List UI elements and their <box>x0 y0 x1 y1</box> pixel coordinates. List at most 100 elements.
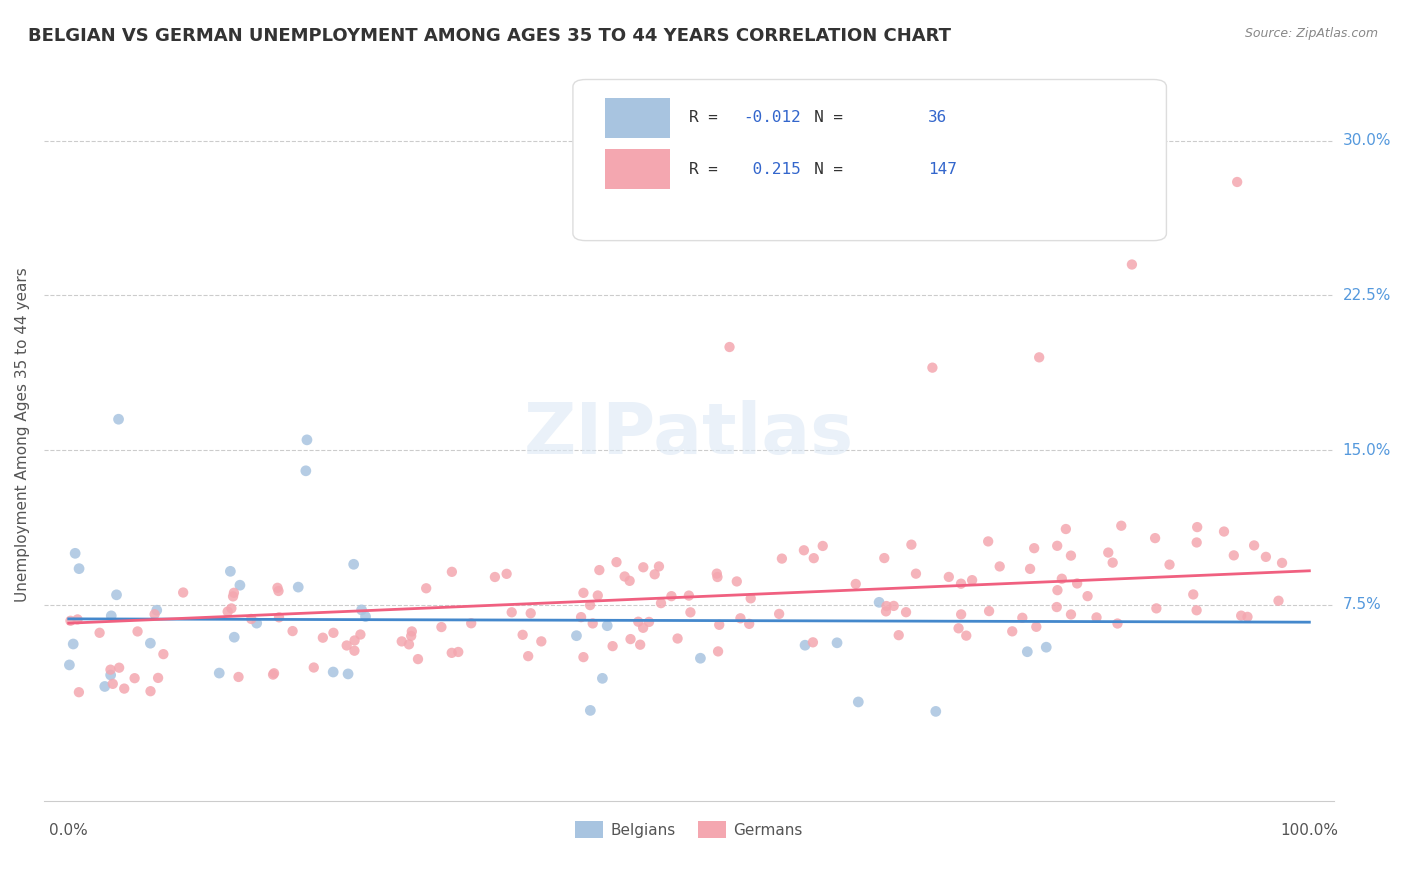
Point <box>661 589 683 603</box>
Point <box>794 638 817 652</box>
Point <box>406 652 429 666</box>
Point <box>876 599 898 613</box>
Point <box>1223 549 1246 563</box>
Y-axis label: Unemployment Among Ages 35 to 44 years: Unemployment Among Ages 35 to 44 years <box>15 268 30 602</box>
Text: 0.215: 0.215 <box>744 161 801 177</box>
Point <box>740 591 762 606</box>
Point <box>127 624 149 639</box>
Point <box>887 628 910 642</box>
Point <box>1271 556 1294 570</box>
Point <box>66 612 89 626</box>
Point <box>1024 541 1046 556</box>
Point <box>263 666 285 681</box>
Point <box>240 612 263 626</box>
Point <box>718 340 741 354</box>
Point <box>1213 524 1236 539</box>
Point <box>648 559 671 574</box>
Point <box>950 607 973 622</box>
Point <box>350 603 373 617</box>
Point <box>948 621 970 635</box>
Point <box>224 630 246 644</box>
Point <box>1085 610 1108 624</box>
Point <box>146 671 169 685</box>
Point <box>873 551 896 566</box>
Point <box>605 555 627 569</box>
Text: Source: ZipAtlas.com: Source: ZipAtlas.com <box>1244 27 1378 40</box>
Point <box>100 608 122 623</box>
Point <box>1066 576 1088 591</box>
Point <box>955 629 977 643</box>
Point <box>1046 600 1069 615</box>
Point <box>591 671 613 685</box>
Point <box>484 570 506 584</box>
Point <box>588 563 610 577</box>
Point <box>1144 601 1167 615</box>
Point <box>689 651 711 665</box>
Point <box>572 586 595 600</box>
Point <box>1144 531 1167 545</box>
Point <box>846 695 869 709</box>
Point <box>519 607 541 621</box>
Point <box>219 564 242 578</box>
Point <box>793 543 815 558</box>
Text: -0.012: -0.012 <box>744 111 801 126</box>
Point <box>1185 520 1208 534</box>
Point <box>322 665 344 679</box>
Point <box>1046 539 1069 553</box>
Point <box>868 595 890 609</box>
Point <box>883 599 905 613</box>
Point <box>1019 562 1042 576</box>
Point <box>921 360 943 375</box>
Point <box>1060 607 1083 622</box>
Point <box>1182 587 1205 601</box>
Point <box>1017 645 1039 659</box>
Point <box>950 576 973 591</box>
Point <box>1025 620 1047 634</box>
Point <box>960 573 983 587</box>
Point <box>900 538 922 552</box>
Point <box>208 666 231 681</box>
Point <box>58 657 80 672</box>
Bar <box>605 149 669 189</box>
Point <box>925 705 948 719</box>
Point <box>1109 518 1132 533</box>
Point <box>217 605 239 619</box>
Point <box>596 618 619 632</box>
Text: 15.0%: 15.0% <box>1343 442 1391 458</box>
Point <box>59 614 82 628</box>
Point <box>738 616 761 631</box>
Point <box>801 635 824 649</box>
Point <box>825 636 848 650</box>
Point <box>619 574 641 588</box>
Text: 22.5%: 22.5% <box>1343 288 1391 303</box>
Text: R =          N =: R = N = <box>689 161 852 177</box>
Point <box>678 589 700 603</box>
Point <box>579 703 602 717</box>
Point <box>572 650 595 665</box>
Point <box>267 584 290 599</box>
Point <box>1230 608 1253 623</box>
Point <box>679 605 702 619</box>
Point <box>628 638 651 652</box>
Point <box>401 624 423 639</box>
Point <box>894 605 917 619</box>
Point <box>94 680 117 694</box>
Text: 36: 36 <box>928 111 948 126</box>
Point <box>565 629 588 643</box>
Point <box>1107 616 1129 631</box>
Text: 147: 147 <box>928 161 956 177</box>
Point <box>1050 572 1073 586</box>
Point <box>1097 545 1119 559</box>
Point <box>602 639 624 653</box>
Point <box>221 601 243 615</box>
Point <box>730 611 752 625</box>
Point <box>638 615 661 629</box>
Point <box>977 534 1000 549</box>
Point <box>398 637 420 651</box>
Point <box>1028 351 1050 365</box>
Point <box>89 625 111 640</box>
Point <box>530 634 553 648</box>
Point <box>440 565 463 579</box>
Point <box>988 559 1011 574</box>
Point <box>811 539 834 553</box>
